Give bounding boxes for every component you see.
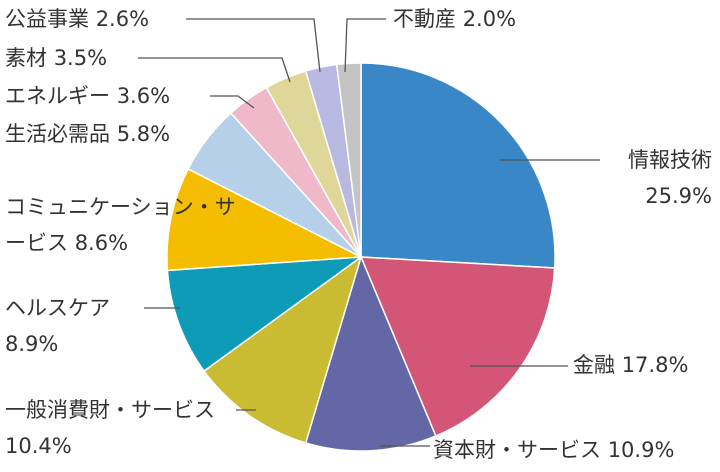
value-label: 5.8% [116,122,171,146]
slice-label: 金融 17.8% [573,347,688,383]
value-label: 2.0% [462,7,517,31]
category-label: 素材 [5,46,47,70]
slice-label: コミュニケーション・サービス 8.6% [5,189,240,261]
value-label: 8.6% [74,231,129,255]
category-label: 金融 [573,353,615,377]
slice-label: 資本財・サービス 10.9% [433,432,674,468]
pie-slice [304,254,437,452]
value-label: 10.9% [607,438,675,462]
value-label: 25.9% [645,184,712,208]
slice-label: 公益事業 2.6% [5,1,149,37]
category-label: 一般消費財・サービス [5,398,215,422]
category-label: 公益事業 [5,7,89,31]
pie-slice [360,62,556,269]
category-label: ヘルスケア [5,296,110,320]
value-label: 8.9% [5,332,59,356]
pie-slice [166,256,364,373]
leader-line [210,95,255,109]
slice-label: 情報技術 25.9% [628,142,712,214]
slice-label: 生活必需品 5.8% [5,116,170,152]
slice-label: ヘルスケア 8.9% [5,290,110,362]
slice-label: 不動産 2.0% [393,1,516,37]
pie-slice [203,255,363,444]
value-label: 10.4% [5,434,72,458]
pie-slice [359,256,556,437]
slice-label: 素材 3.5% [5,40,107,76]
leader-line [344,18,386,73]
category-label: コミュニケーション・サービス [5,195,236,255]
value-label: 3.5% [53,46,108,70]
value-label: 2.6% [95,7,150,31]
slice-label: エネルギー 3.6% [5,78,170,114]
slice-label: 一般消費財・サービス 10.4% [5,392,215,464]
leader-line [186,18,321,73]
category-label: 資本財・サービス [433,438,601,462]
value-label: 17.8% [621,353,689,377]
leader-line [138,57,291,83]
pie-slice [335,62,362,258]
value-label: 3.6% [116,84,171,108]
category-label: 情報技術 [628,148,712,172]
pie-slice [166,167,364,272]
category-label: 生活必需品 [5,122,110,146]
category-label: 不動産 [393,7,456,31]
category-label: エネルギー [5,84,110,108]
